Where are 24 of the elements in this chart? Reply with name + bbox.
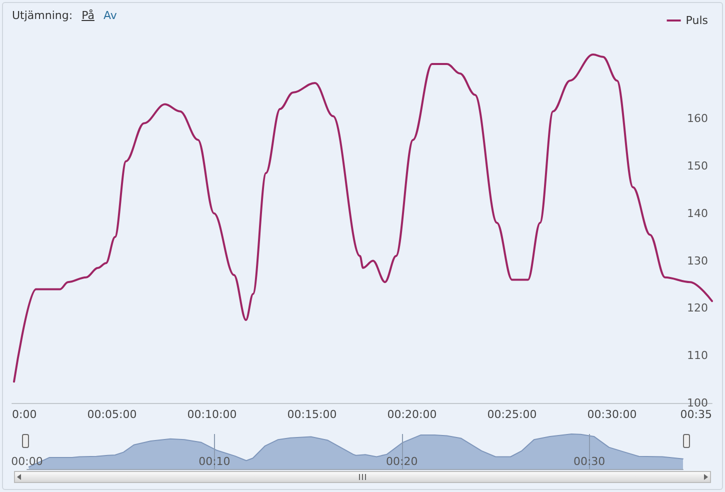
x-tick-label: 00:15:00 [287, 408, 337, 421]
legend-label: Puls [686, 14, 708, 27]
line-series [13, 54, 713, 383]
x-tick-label: 0:00 [12, 408, 37, 421]
annotation: Utjämning: [12, 9, 73, 22]
x-tick-label: 00:00 [11, 455, 43, 468]
y-tick-label: 150 [687, 159, 708, 172]
x-tick-label: 00:10 [198, 455, 230, 468]
x-tick-label: 00:30:00 [587, 408, 637, 421]
annotation: På [82, 9, 94, 22]
x-tick-label: 00:05:00 [87, 408, 137, 421]
x-tick-label: 00:30 [573, 455, 606, 468]
x-tick-label: 00:10:00 [187, 408, 237, 421]
y-tick-label: 130 [687, 254, 708, 268]
y-tick-label: 140 [687, 206, 708, 220]
y-tick-label: 100 [687, 396, 708, 410]
y-tick-label: 110 [687, 349, 708, 362]
x-tick-label: 00:20 [386, 455, 418, 468]
x-tick-label: 00:25:00 [487, 408, 537, 421]
x-tick-label: 00:35 [680, 408, 712, 421]
annotation: Av [103, 9, 117, 22]
y-tick-label: 120 [687, 302, 708, 315]
y-tick-label: 160 [687, 112, 708, 126]
x-tick-label: 00:20:00 [387, 408, 437, 421]
